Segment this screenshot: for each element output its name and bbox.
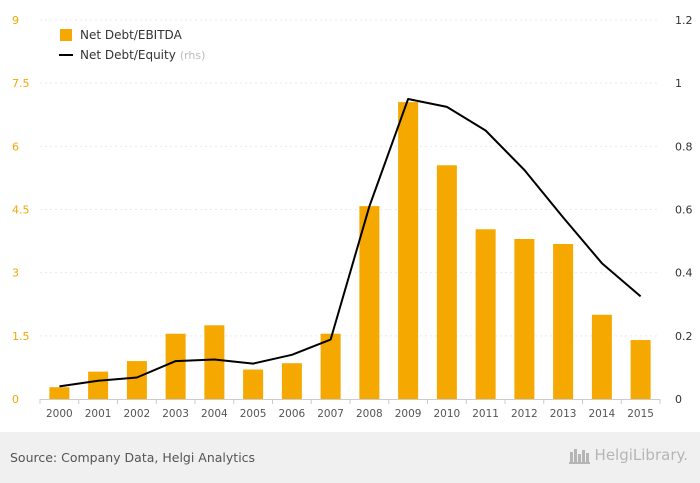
bar-2000 — [49, 387, 70, 399]
legend: Net Debt/EBITDA Net Debt/Equity (rhs) — [59, 28, 205, 62]
line-series-net-debt-equity — [59, 98, 642, 388]
legend-line-suffix: (rhs) — [180, 49, 206, 62]
y-left-tick-label: 7.5 — [12, 77, 30, 90]
y-left-tick-label: 3 — [12, 267, 19, 280]
x-tick-label: 2015 — [627, 408, 654, 420]
bar-2015 — [630, 340, 651, 399]
x-tick-label: 2000 — [46, 408, 73, 420]
bar-2004 — [204, 325, 225, 399]
x-tick-label: 2006 — [279, 408, 306, 420]
x-tick-label: 2014 — [589, 408, 616, 420]
bar-2003 — [165, 333, 186, 399]
x-tick-label: 2013 — [550, 408, 577, 420]
footer: Source: Company Data, Helgi Analytics He… — [0, 432, 700, 483]
bar-2013 — [553, 244, 574, 399]
legend-label-line: Net Debt/Equity (rhs) — [80, 48, 205, 62]
y-left-tick-label: 4.5 — [12, 204, 30, 217]
y-left-tick-label: 0 — [12, 393, 19, 406]
bar-2006 — [281, 363, 302, 399]
bar-2010 — [436, 165, 457, 399]
y-right-tick-label: 1 — [675, 77, 682, 90]
legend-swatch-bar — [60, 29, 72, 41]
x-tick-label: 2004 — [201, 408, 228, 420]
x-tick-label: 2001 — [85, 408, 112, 420]
bar-2012 — [514, 238, 535, 399]
bar-2011 — [475, 229, 496, 399]
y-right-tick-label: 0.4 — [675, 267, 693, 280]
x-tick-label: 2009 — [395, 408, 422, 420]
bar-2007 — [320, 333, 341, 399]
x-tick-label: 2008 — [356, 408, 383, 420]
y-left-tick-label: 6 — [12, 140, 19, 153]
x-tick-label: 2005 — [240, 408, 267, 420]
x-tick-label: 2012 — [511, 408, 538, 420]
x-tick-label: 2003 — [162, 408, 189, 420]
bar-2005 — [243, 369, 264, 399]
y-axis-right-ticks: 0 0.2 0.4 0.6 0.8 1 1.2 — [675, 14, 693, 406]
y-right-tick-label: 0.6 — [675, 204, 693, 217]
brand-logo: HelgiLibrary. — [568, 446, 688, 464]
y-right-tick-label: 0.8 — [675, 140, 693, 153]
legend-line-name: Net Debt/Equity — [80, 48, 176, 62]
y-left-tick-label: 1.5 — [12, 330, 30, 343]
bar-2009 — [398, 102, 419, 399]
y-axis-left-ticks: 0 1.5 3 4.5 6 7.5 9 — [12, 14, 30, 406]
x-tick-label: 2011 — [472, 408, 499, 420]
source-note: Source: Company Data, Helgi Analytics — [10, 450, 256, 465]
x-tick-label: 2002 — [124, 408, 151, 420]
bar-2014 — [591, 314, 612, 399]
bar-2002 — [126, 361, 147, 399]
bar-2001 — [88, 371, 109, 399]
y-left-tick-label: 9 — [12, 14, 19, 27]
y-right-tick-label: 1.2 — [675, 14, 693, 27]
y-right-tick-label: 0.2 — [675, 330, 693, 343]
x-axis-ticks: 2000 2001 2002 2003 2004 2005 2006 2007 2008 2009… — [39, 399, 661, 420]
brand-name: HelgiLibrary. — [594, 446, 688, 464]
x-tick-label: 2010 — [434, 408, 461, 420]
bar-series — [49, 102, 651, 399]
legend-label-bar: Net Debt/EBITDA — [80, 28, 183, 42]
y-right-tick-label: 0 — [675, 393, 682, 406]
bar-2008 — [359, 206, 380, 399]
library-icon — [568, 449, 590, 464]
x-tick-label: 2007 — [317, 408, 344, 420]
